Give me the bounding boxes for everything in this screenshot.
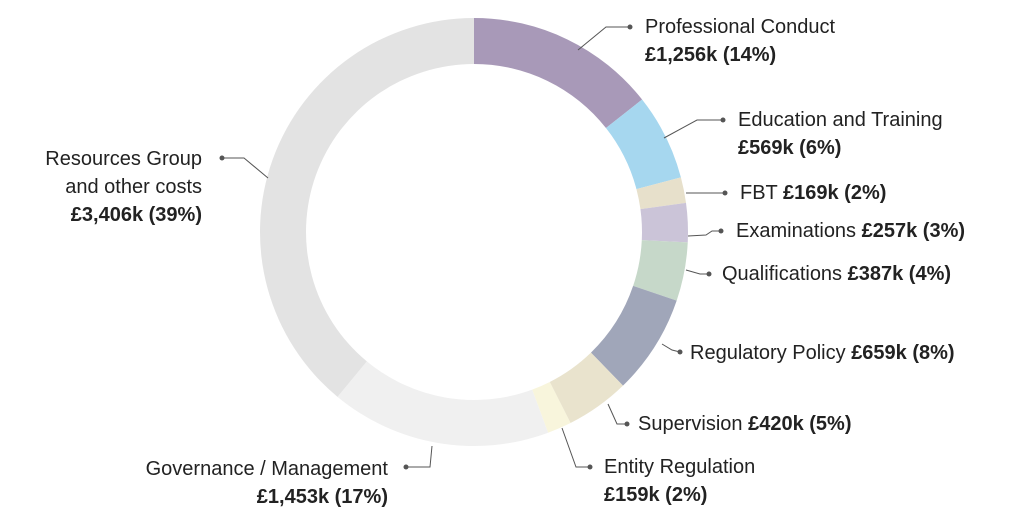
category-label: Resources Group and other costs	[45, 148, 202, 198]
leader-line	[406, 445, 433, 468]
leader-line	[685, 269, 709, 275]
leader-line	[607, 403, 627, 425]
category-label: FBT	[740, 182, 778, 204]
slice-label: Professional Conduct £1,256k (14%)	[645, 13, 835, 69]
leader-dot	[706, 271, 712, 277]
slice-label: Qualifications £387k (4%)	[722, 260, 951, 288]
category-label: Entity Regulation	[604, 456, 756, 478]
category-label: Supervision	[638, 413, 743, 435]
slice-label: FBT £169k (2%)	[740, 179, 886, 207]
leader-dot	[677, 349, 683, 355]
value-label: £159k (2%)	[604, 484, 708, 506]
category-label: Professional Conduct	[645, 16, 836, 38]
leader-line	[687, 230, 721, 237]
category-label: Examinations	[736, 220, 857, 242]
leader-line	[577, 26, 630, 51]
category-label: Education and Training	[738, 109, 943, 131]
slice-label: Governance / Management £1,453k (17%)	[146, 455, 388, 511]
slice	[549, 352, 623, 423]
slice-label: Education and Training £569k (6%)	[738, 106, 943, 162]
slice	[259, 18, 474, 397]
category-label: Governance / Management	[145, 458, 388, 480]
slice-label: Resources Group and other costs £3,406k …	[12, 145, 202, 229]
category-label: Regulatory Policy	[690, 342, 846, 364]
slice-label: Regulatory Policy £659k (8%)	[690, 339, 955, 367]
slice	[633, 240, 688, 301]
slice	[532, 381, 571, 433]
slice	[636, 177, 687, 210]
value-label: £3,406k (39%)	[70, 204, 202, 226]
leader-line	[663, 119, 723, 139]
value-label: £1,256k (14%)	[645, 44, 777, 66]
slice-label: Supervision £420k (5%)	[638, 410, 851, 438]
slice	[337, 361, 549, 446]
value-label: £420k (5%)	[748, 413, 852, 435]
leader-line	[222, 157, 269, 179]
leader-dot	[718, 228, 724, 234]
leader-dot	[722, 190, 728, 196]
leader-line	[661, 343, 681, 353]
value-label: £169k (2%)	[782, 182, 887, 204]
leader-dot	[587, 464, 593, 470]
value-label: £659k (8%)	[851, 342, 955, 364]
slice-label: Entity Regulation £159k (2%)	[604, 453, 755, 509]
slice-label: Examinations £257k (3%)	[736, 217, 965, 245]
value-label: £257k (3%)	[861, 220, 966, 242]
leader-dot	[219, 155, 225, 161]
leader-dot	[720, 117, 726, 123]
slice	[474, 18, 643, 129]
value-label: £387k (4%)	[847, 263, 952, 285]
slice	[590, 285, 677, 386]
category-label: Qualifications	[722, 263, 843, 285]
value-label: £1,453k (17%)	[256, 486, 388, 508]
leader-dot	[624, 421, 630, 427]
leader-line	[561, 427, 590, 468]
leader-dot	[627, 24, 633, 30]
slice	[605, 99, 681, 190]
slice	[640, 202, 688, 243]
value-label: £569k (6%)	[738, 137, 842, 159]
leader-dot	[403, 464, 409, 470]
